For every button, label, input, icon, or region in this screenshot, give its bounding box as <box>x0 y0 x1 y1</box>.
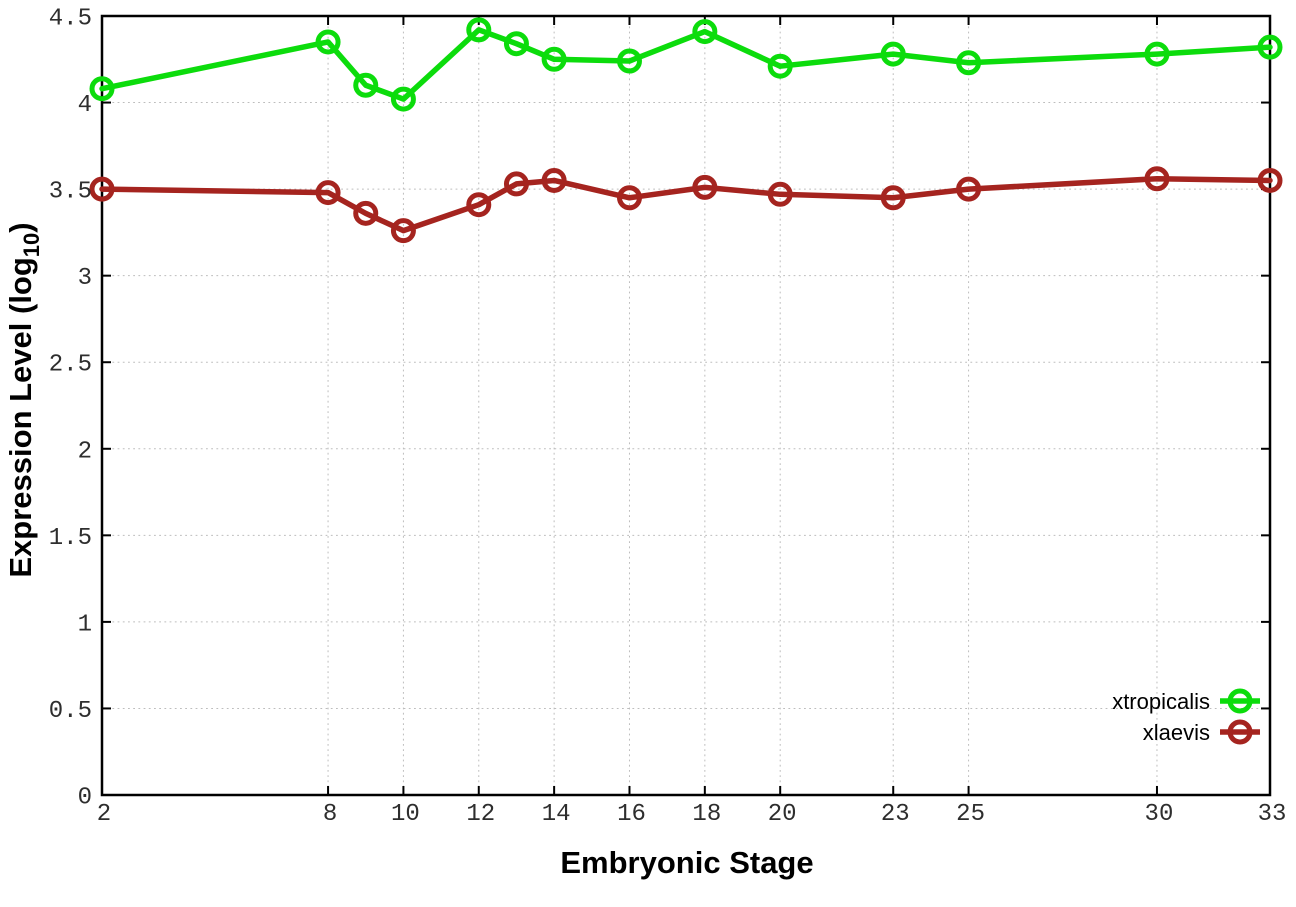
marker-xlaevis <box>956 176 982 202</box>
x-tick-label: 20 <box>768 801 797 828</box>
marker-xtropicalis <box>466 17 492 43</box>
series-line-xtropicalis <box>99 27 1273 102</box>
marker-xtropicalis <box>692 19 718 45</box>
marker-xtropicalis <box>89 76 115 102</box>
y-tick-label: 0 <box>78 785 92 812</box>
x-tick-label: 8 <box>323 801 337 828</box>
x-tick-label: 16 <box>617 801 646 828</box>
x-tick-label: 18 <box>692 801 721 828</box>
x-tick-label: 12 <box>466 801 495 828</box>
marker-xtropicalis <box>503 31 529 57</box>
marker-xtropicalis <box>616 48 642 74</box>
legend-sample-marker-xtropicalis <box>1227 688 1253 714</box>
x-tick-label: 10 <box>391 801 420 828</box>
marker-xlaevis <box>353 200 379 226</box>
marker-xlaevis <box>315 180 341 206</box>
marker-xlaevis <box>692 174 718 200</box>
y-axis-title-main: Expression Level (log <box>3 257 38 577</box>
x-tick-label: 14 <box>542 801 571 828</box>
marker-xtropicalis <box>767 53 793 79</box>
marker-xtropicalis <box>880 41 906 67</box>
marker-xtropicalis <box>353 72 379 98</box>
y-tick-label: 3 <box>78 265 92 292</box>
marker-xlaevis <box>541 167 567 193</box>
marker-xlaevis <box>880 185 906 211</box>
marker-xtropicalis <box>390 86 416 112</box>
x-axis-title: Embryonic Stage <box>560 845 813 880</box>
x-tick-label: 25 <box>956 801 985 828</box>
x-tick-label: 30 <box>1145 801 1174 828</box>
marker-xlaevis <box>767 181 793 207</box>
marker-xtropicalis <box>541 46 567 72</box>
x-tick-label: 33 <box>1258 801 1287 828</box>
marker-xlaevis <box>616 185 642 211</box>
y-tick-label: 2.5 <box>49 352 92 379</box>
x-tick-label: 23 <box>881 801 910 828</box>
marker-xlaevis <box>1144 166 1170 192</box>
legend-sample-marker-xlaevis <box>1227 719 1253 745</box>
x-tick-label: 2 <box>97 801 111 828</box>
marker-xtropicalis <box>315 29 341 55</box>
y-tick-label: 4.5 <box>49 6 92 33</box>
y-axis-title: Expression Level (log10) <box>3 222 44 577</box>
y-tick-label: 1 <box>78 611 92 638</box>
y-tick-label: 0.5 <box>49 698 92 725</box>
legend-label-xtropicalis: xtropicalis <box>1112 689 1210 714</box>
y-tick-label: 3.5 <box>49 179 92 206</box>
marker-xtropicalis <box>956 50 982 76</box>
plot-frame <box>100 14 1272 797</box>
marker-xlaevis <box>466 192 492 218</box>
y-tick-label: 1.5 <box>49 525 92 552</box>
y-tick-label: 2 <box>78 438 92 465</box>
y-tick-label: 4 <box>78 92 92 119</box>
y-axis-title-close: ) <box>3 222 38 232</box>
marker-xtropicalis <box>1257 34 1283 60</box>
marker-xlaevis <box>503 171 529 197</box>
marker-xlaevis <box>1257 167 1283 193</box>
series-line-xlaevis <box>99 175 1273 234</box>
y-axis-title-subscript: 10 <box>19 233 44 257</box>
marker-xlaevis <box>89 176 115 202</box>
marker-xtropicalis <box>1144 41 1170 67</box>
marker-xlaevis <box>390 218 416 244</box>
legend-label-xlaevis: xlaevis <box>1143 720 1210 745</box>
